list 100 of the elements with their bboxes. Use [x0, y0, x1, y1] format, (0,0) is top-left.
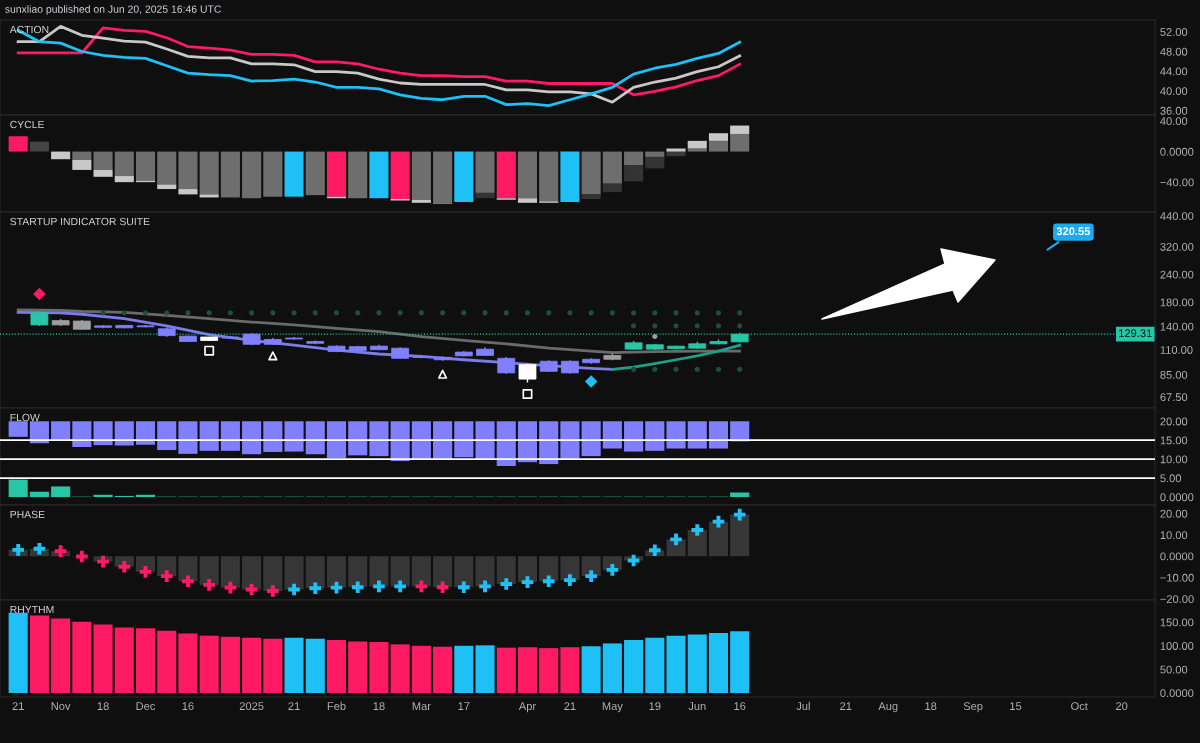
point: [142, 310, 149, 316]
point: [694, 323, 700, 329]
bar: [496, 151, 516, 199]
x-tick-label: May: [602, 702, 623, 713]
point: [97, 555, 109, 568]
y-tick-label: 52.00: [1160, 28, 1188, 36]
point: [182, 575, 194, 588]
point: [203, 579, 215, 591]
x-tick-label: 21: [840, 702, 852, 710]
bar: [178, 151, 198, 190]
bar: [475, 556, 495, 587]
bar: [411, 151, 431, 200]
y-tick-label: 240.00: [1160, 270, 1194, 279]
point: [249, 310, 255, 316]
bar: [72, 621, 92, 693]
point: [397, 310, 403, 316]
point: [606, 564, 619, 576]
bar: [730, 133, 750, 152]
bar: [624, 165, 644, 182]
x-tick-label: Apr: [518, 702, 536, 713]
point: [291, 310, 297, 316]
point: [670, 533, 682, 546]
x-tick-label: Nov: [51, 702, 71, 711]
bar: [220, 636, 240, 693]
x-tick-label: 16: [734, 702, 746, 711]
point: [224, 581, 237, 594]
chart-title: PHASE: [10, 510, 45, 519]
point: [630, 323, 637, 329]
bar: [645, 421, 665, 451]
bar: [220, 151, 240, 198]
point: [394, 580, 406, 593]
bar: [135, 628, 156, 693]
point: [268, 351, 278, 361]
point: [652, 366, 658, 372]
line-series: [16, 308, 742, 354]
bar: [242, 151, 262, 199]
point: [737, 366, 743, 372]
bar: [433, 646, 453, 693]
point: [333, 310, 340, 316]
point: [376, 310, 382, 316]
point: [652, 333, 658, 340]
bar: [475, 421, 495, 460]
bar: [496, 647, 516, 693]
point: [204, 345, 215, 356]
point: [479, 580, 491, 593]
bar: [157, 421, 177, 451]
bar: [581, 646, 601, 693]
point: [164, 310, 170, 316]
bar: [178, 556, 198, 582]
bar: [454, 421, 474, 458]
point: [415, 580, 428, 593]
y-tick-label: 110.00: [1160, 346, 1193, 354]
point: [673, 323, 679, 329]
chart-title: ACTION: [9, 25, 49, 34]
bar: [305, 638, 325, 693]
point: [312, 310, 318, 316]
point: [673, 310, 679, 316]
bar: [624, 640, 644, 693]
bar: [8, 421, 28, 437]
bar: [687, 148, 707, 152]
bar: [517, 198, 538, 203]
bar: [8, 612, 28, 693]
point: [206, 310, 212, 316]
point: [715, 366, 722, 372]
bar: [411, 645, 431, 693]
y-tick-label: 0.0000: [1160, 147, 1194, 156]
y-tick-label: 0.0000: [1160, 493, 1194, 502]
bar: [390, 556, 410, 587]
point: [227, 310, 233, 316]
ref-line-label: 129.31: [1119, 329, 1152, 338]
bar: [645, 156, 665, 169]
point: [584, 375, 598, 388]
line-series: [16, 310, 614, 371]
bar: [687, 634, 707, 693]
bar: [411, 199, 431, 203]
point: [630, 366, 637, 372]
point: [355, 310, 361, 316]
bar: [199, 194, 219, 198]
x-tick-label: Jun: [688, 702, 706, 711]
bar: [730, 631, 750, 693]
point: [76, 550, 88, 563]
bar: [72, 159, 92, 170]
point: [564, 574, 576, 586]
bar: [348, 151, 368, 199]
point: [737, 310, 743, 316]
x-tick-label: Feb: [327, 701, 346, 711]
bar: [539, 151, 559, 202]
bar: [348, 641, 368, 693]
point: [437, 369, 448, 379]
point: [630, 310, 637, 316]
bar: [157, 184, 177, 190]
bar: [687, 529, 707, 557]
x-tick-label: 20: [1116, 702, 1128, 711]
bar: [666, 148, 686, 152]
chart-title: FLOW: [10, 413, 40, 422]
bar: [114, 151, 134, 177]
bar: [581, 421, 601, 457]
point: [458, 581, 470, 593]
x-tick-label: 17: [458, 702, 470, 710]
y-tick-label: −10.00: [1160, 573, 1194, 582]
